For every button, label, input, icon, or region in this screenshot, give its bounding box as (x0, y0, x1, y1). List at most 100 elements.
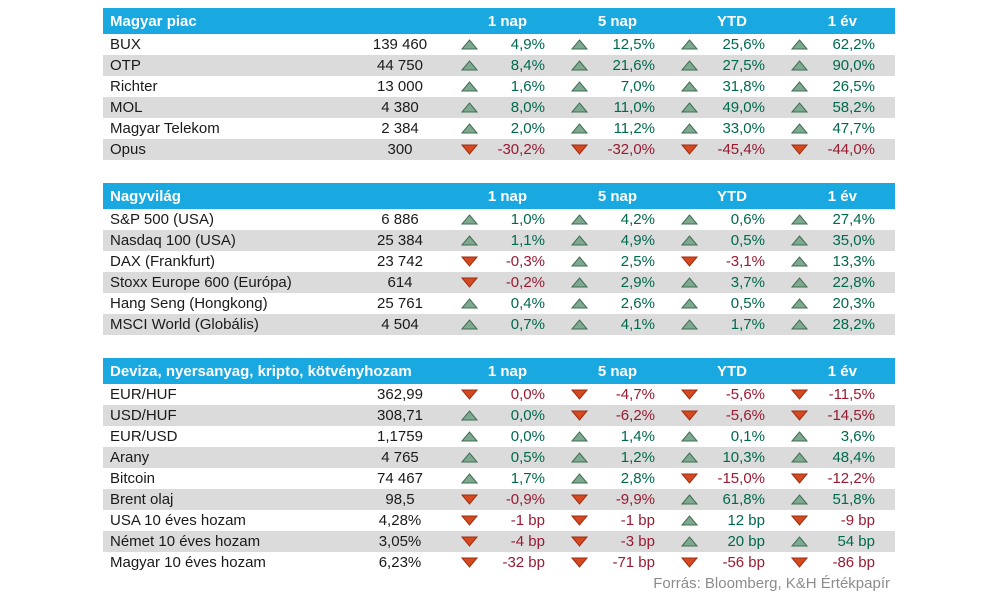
instrument-value: 25 384 (377, 232, 423, 249)
change-value: 11,2% (613, 120, 655, 137)
instrument-name: Opus (110, 141, 146, 158)
change-value: -15,0% (717, 470, 765, 487)
change-cell: -3,1% (675, 251, 785, 272)
change-value: 54 bp (837, 533, 875, 550)
change-value: 26,5% (832, 78, 875, 95)
change-cell: 0,6% (675, 209, 785, 230)
instrument-value: 139 460 (372, 36, 428, 53)
change-value: 1,6% (510, 78, 545, 95)
table-row: Német 10 éves hozam 3,05% -4 bp -3 bp 20 bp 5… (103, 531, 895, 552)
down-triangle-icon (570, 536, 589, 547)
up-triangle-icon (570, 298, 589, 309)
table-row: Magyar 10 éves hozam 6,23% -32 bp -71 bp -56… (103, 552, 895, 573)
change-cell: -71 bp (565, 552, 675, 573)
change-cell: 20,3% (785, 293, 895, 314)
column-header: 5 nap (597, 362, 637, 380)
change-cell: -30,2% (455, 139, 565, 160)
change-value: 0,1% (730, 428, 765, 445)
down-triangle-icon (680, 389, 699, 400)
table-row: USD/HUF 308,71 0,0% -6,2% -5,6% -14,5% (103, 405, 895, 426)
change-value: 49,0% (722, 99, 765, 116)
market-section: Magyar piac 1 nap 5 nap YTD 1 év BUX 139 460 4,… (103, 8, 895, 160)
up-triangle-icon (570, 277, 589, 288)
change-cell: -15,0% (675, 468, 785, 489)
change-value: 2,5% (620, 253, 655, 270)
change-value: -12,2% (827, 470, 875, 487)
instrument-name: BUX (110, 36, 141, 53)
column-header: 1 nap (487, 12, 527, 30)
change-value: 0,5% (730, 295, 765, 312)
table-row: OTP 44 750 8,4% 21,6% 27,5% 90,0% (103, 55, 895, 76)
change-cell: 90,0% (785, 55, 895, 76)
change-value: 90,0% (832, 57, 875, 74)
instrument-name: DAX (Frankfurt) (110, 253, 216, 270)
up-triangle-icon (680, 214, 699, 225)
change-cell: 61,8% (675, 489, 785, 510)
up-triangle-icon (570, 123, 589, 134)
change-cell: 0,0% (455, 426, 565, 447)
instrument-value: 23 742 (377, 253, 423, 270)
change-value: 4,1% (620, 316, 655, 333)
up-triangle-icon (570, 214, 589, 225)
change-cell: 27,5% (675, 55, 785, 76)
change-cell: -3 bp (565, 531, 675, 552)
instrument-value: 308,71 (377, 407, 423, 424)
down-triangle-icon (460, 277, 479, 288)
change-cell: -0,9% (455, 489, 565, 510)
table-row: Arany 4 765 0,5% 1,2% 10,3% 48,4% (103, 447, 895, 468)
up-triangle-icon (570, 473, 589, 484)
up-triangle-icon (680, 431, 699, 442)
change-cell: -45,4% (675, 139, 785, 160)
down-triangle-icon (460, 256, 479, 267)
column-header: 5 nap (597, 187, 637, 205)
change-cell: -44,0% (785, 139, 895, 160)
up-triangle-icon (680, 60, 699, 71)
instrument-name: USD/HUF (110, 407, 177, 424)
change-value: 27,4% (832, 211, 875, 228)
change-cell: 0,1% (675, 426, 785, 447)
instrument-value: 4 765 (381, 449, 419, 466)
up-triangle-icon (790, 39, 809, 50)
change-cell: 2,9% (565, 272, 675, 293)
column-header: YTD (717, 187, 747, 205)
down-triangle-icon (460, 536, 479, 547)
table-row: Bitcoin 74 467 1,7% 2,8% -15,0% -12,2% (103, 468, 895, 489)
section-header-bar: Nagyvilág 1 nap 5 nap YTD 1 év (103, 183, 895, 209)
down-triangle-icon (460, 515, 479, 526)
up-triangle-icon (460, 123, 479, 134)
down-triangle-icon (790, 515, 809, 526)
change-value: -9,9% (615, 491, 655, 508)
change-cell: 2,6% (565, 293, 675, 314)
change-value: 28,2% (832, 316, 875, 333)
change-cell: 0,4% (455, 293, 565, 314)
change-cell: 2,5% (565, 251, 675, 272)
change-cell: 0,5% (675, 230, 785, 251)
table-row: MSCI World (Globális) 4 504 0,7% 4,1% 1,7% 28… (103, 314, 895, 335)
change-cell: 35,0% (785, 230, 895, 251)
up-triangle-icon (680, 277, 699, 288)
table-row: Stoxx Europe 600 (Európa) 614 -0,2% 2,9% 3,7… (103, 272, 895, 293)
instrument-name: Nasdaq 100 (USA) (110, 232, 236, 249)
change-cell: -4,7% (565, 384, 675, 405)
change-value: 8,4% (510, 57, 545, 74)
change-value: -3 bp (620, 533, 655, 550)
change-value: 20 bp (727, 533, 765, 550)
table-row: EUR/HUF 362,99 0,0% -4,7% -5,6% -11,5% (103, 384, 895, 405)
up-triangle-icon (680, 515, 699, 526)
change-value: -11,5% (828, 386, 875, 403)
change-cell: 3,6% (785, 426, 895, 447)
change-cell: -1 bp (455, 510, 565, 531)
change-value: 1,7% (730, 316, 765, 333)
change-cell: -9 bp (785, 510, 895, 531)
change-cell: 1,7% (675, 314, 785, 335)
change-value: -45,4% (717, 141, 765, 158)
change-value: -5,6% (725, 386, 765, 403)
change-cell: 33,0% (675, 118, 785, 139)
change-value: 0,7% (510, 316, 545, 333)
instrument-value: 74 467 (377, 470, 423, 487)
change-value: -4,7% (615, 386, 655, 403)
column-header: 1 nap (487, 187, 527, 205)
change-cell: -0,3% (455, 251, 565, 272)
change-value: -14,5% (827, 407, 875, 424)
